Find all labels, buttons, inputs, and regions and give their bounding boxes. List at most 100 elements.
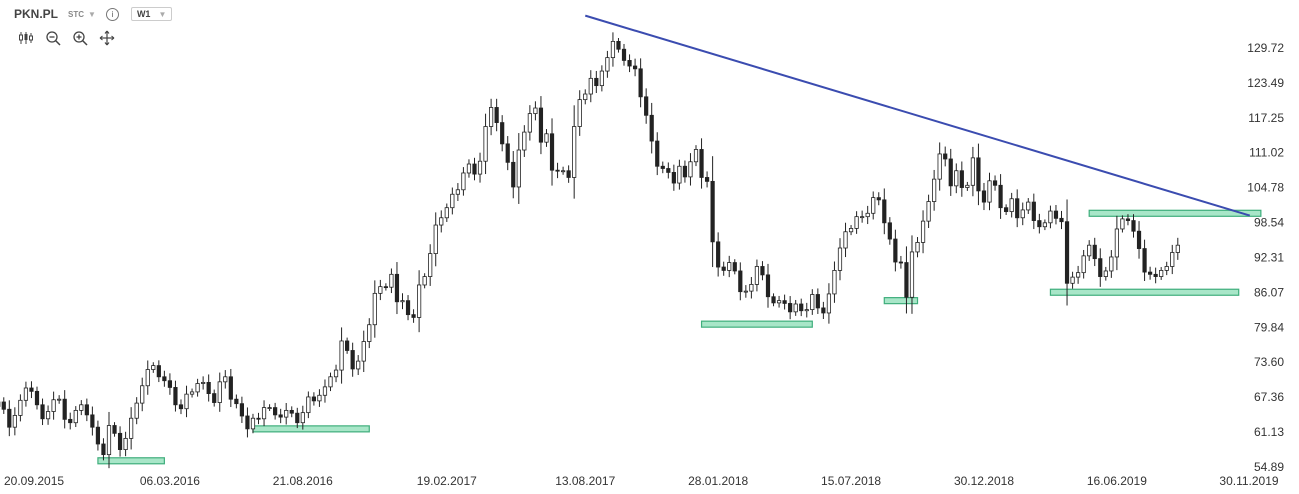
- candle: [162, 370, 167, 387]
- x-tick-label: 30.11.2019: [1219, 474, 1278, 488]
- candle-body: [400, 300, 405, 303]
- candle-body: [671, 172, 676, 184]
- candle-body: [422, 276, 427, 286]
- candle: [516, 133, 521, 204]
- candle: [134, 397, 139, 425]
- candle: [583, 89, 588, 105]
- crosshair-icon[interactable]: [99, 30, 115, 46]
- candle: [788, 296, 793, 320]
- candle: [29, 381, 34, 399]
- candle: [1103, 266, 1108, 281]
- candle-body: [151, 365, 156, 370]
- candle: [721, 261, 726, 276]
- candle-body: [655, 140, 660, 167]
- candle: [793, 299, 798, 316]
- x-tick-label: 19.02.2017: [417, 474, 477, 488]
- candle-body: [560, 170, 566, 173]
- candle: [738, 262, 743, 301]
- candle-body: [84, 404, 89, 416]
- candle: [965, 181, 970, 191]
- candle: [555, 162, 560, 179]
- candle-body: [145, 369, 150, 387]
- candle: [782, 294, 787, 310]
- candle: [1087, 240, 1092, 261]
- candles: [0, 32, 1180, 469]
- candle-body: [494, 107, 499, 123]
- candle-body: [998, 184, 1003, 209]
- candle: [887, 217, 892, 245]
- candle: [1015, 189, 1020, 228]
- candle-body: [261, 407, 267, 420]
- source-label[interactable]: STC: [68, 9, 85, 19]
- candle-body: [73, 409, 78, 424]
- candle: [837, 238, 843, 281]
- candle-body: [577, 99, 582, 127]
- candle-body: [915, 242, 920, 253]
- support-zones: [97, 209, 1262, 465]
- candle: [572, 105, 577, 199]
- candle-body: [987, 180, 992, 203]
- candle: [339, 327, 344, 384]
- candle: [40, 398, 45, 426]
- candle: [826, 283, 832, 324]
- candle: [84, 398, 89, 422]
- candle-body: [992, 180, 998, 186]
- candle: [699, 138, 704, 189]
- candle-body: [1009, 198, 1014, 213]
- candle: [1048, 205, 1053, 229]
- candle: [937, 142, 942, 191]
- candle: [367, 318, 372, 349]
- candle-body: [245, 415, 250, 430]
- candle: [284, 402, 289, 425]
- candle: [356, 355, 361, 376]
- candle-body: [760, 266, 765, 276]
- candle: [123, 431, 128, 457]
- candle: [361, 330, 366, 373]
- candle-body: [533, 107, 538, 115]
- zoom-in-icon[interactable]: [72, 30, 88, 46]
- candle: [932, 169, 937, 211]
- interval-select[interactable]: W1 ▼: [130, 7, 173, 21]
- candle-body: [95, 426, 101, 445]
- candle-body: [461, 172, 466, 191]
- zoom-out-icon[interactable]: [45, 30, 61, 46]
- candle: [228, 368, 233, 408]
- candle: [893, 229, 898, 272]
- candle-body: [140, 385, 145, 404]
- chevron-down-icon[interactable]: ▼: [88, 9, 96, 19]
- candle: [455, 183, 460, 201]
- candles-icon[interactable]: [18, 30, 34, 46]
- candle-body: [201, 381, 206, 384]
- candle: [688, 153, 693, 186]
- candle-body: [117, 432, 123, 450]
- candle-body: [295, 412, 300, 424]
- info-icon[interactable]: i: [105, 7, 119, 21]
- candle: [201, 376, 206, 390]
- x-tick-label: 28.01.2018: [688, 474, 748, 488]
- candle: [178, 399, 184, 415]
- candle: [909, 235, 915, 314]
- candle: [605, 50, 610, 78]
- candle-body: [660, 165, 665, 169]
- candle-body: [306, 396, 311, 414]
- candle: [73, 406, 78, 428]
- candle-body: [57, 398, 62, 401]
- candle-body: [444, 207, 449, 219]
- candle-body: [1103, 270, 1108, 277]
- candle-body: [394, 273, 400, 303]
- candle-body: [417, 284, 422, 318]
- candle: [815, 288, 820, 314]
- candle-body: [1087, 244, 1092, 257]
- candle-body: [970, 157, 975, 186]
- candle-body: [322, 386, 328, 396]
- candle-body: [239, 403, 245, 417]
- candle-body: [1031, 201, 1036, 221]
- candle: [1053, 205, 1059, 225]
- candle-body: [79, 404, 84, 411]
- candle: [428, 244, 433, 286]
- candle-body: [1020, 209, 1025, 219]
- candle-body: [477, 160, 483, 175]
- candle-body: [40, 404, 45, 420]
- candle: [439, 210, 444, 233]
